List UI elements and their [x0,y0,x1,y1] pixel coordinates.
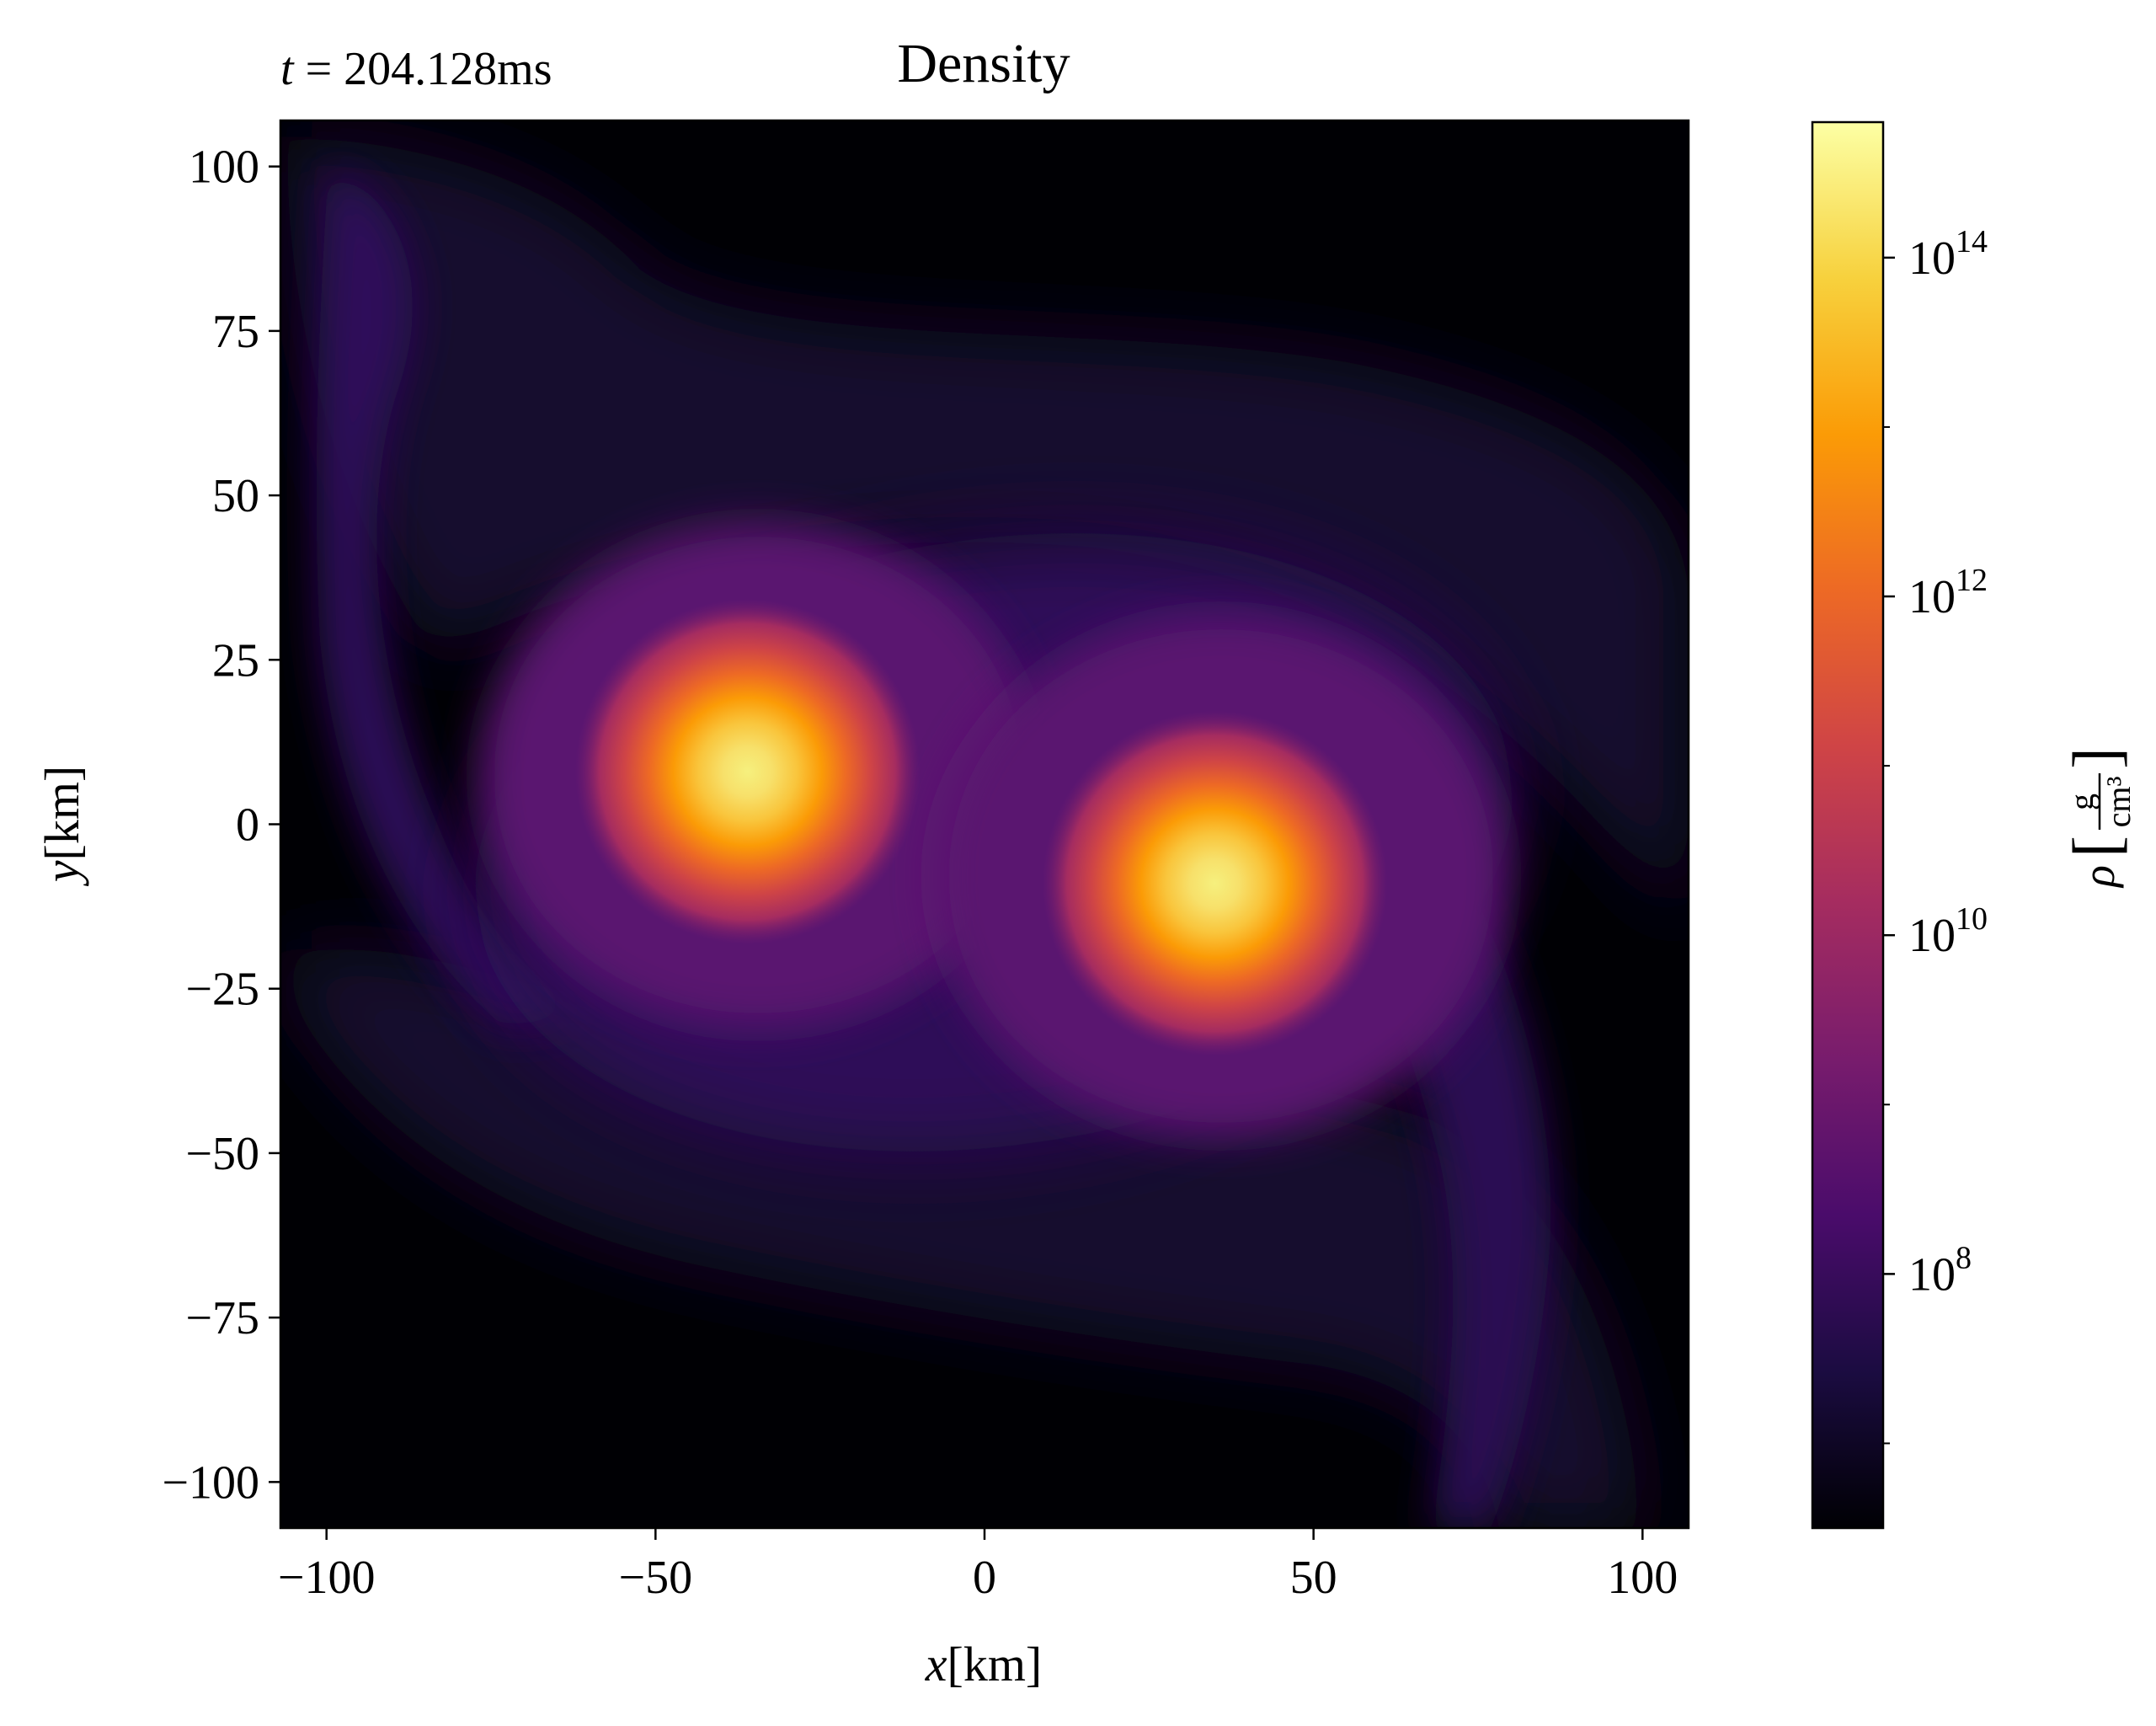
x-axis: −100 −50 0 50 100 [278,1528,1678,1604]
y-axis-variable: y [35,860,89,886]
x-tick-label: 50 [1290,1552,1337,1604]
colorbar-frame [1811,120,1885,1530]
y-tick-label: −50 [185,1128,259,1180]
colorbar-tick-exponent: 12 [1956,563,1988,598]
spiral-arm-left [316,168,590,1028]
heatmap-field [286,135,1689,1528]
y-tick-label: −75 [185,1292,259,1344]
x-tick-label: −100 [278,1552,376,1604]
colorbar-tick-label: 1010 [1908,901,1988,962]
colorbar-label-bracket-right: ] [2059,747,2132,769]
y-axis: 100 75 50 25 0 −25 −50 −75 −100 [162,142,280,1509]
time-annotation: t = 204.128ms [280,43,552,95]
colorbar-tick-label: 1014 [1908,224,1988,285]
y-tick-label: 75 [212,306,259,358]
colorbar-tick-base: 10 [1908,1248,1956,1301]
time-value: 204.128ms [344,43,552,95]
y-tick-label: 25 [212,634,259,687]
colorbar-tick-exponent: 10 [1956,901,1988,937]
colorbar-label: ρ [ g cm³ ] [2059,747,2137,889]
x-tick-label: −50 [619,1552,693,1604]
density-peak-left [574,599,921,945]
density-peak-right [1042,710,1388,1056]
y-axis-title: y[km] [35,766,89,887]
x-axis-variable: x [925,1637,947,1691]
y-axis-unit: [km] [35,766,89,861]
time-equals: = [294,43,344,95]
x-tick-label: 0 [973,1552,996,1604]
colorbar-tick-base: 10 [1908,571,1956,623]
y-tick-label: −25 [185,964,259,1016]
y-tick-label: 100 [189,142,259,194]
colorbar-label-bracket-left: [ [2059,836,2132,858]
colorbar-tick-base: 10 [1908,232,1956,285]
colorbar-tick-exponent: 14 [1956,224,1988,259]
x-tick-label: 100 [1607,1552,1678,1604]
colorbar-tick-label: 108 [1908,1240,1972,1301]
x-axis-unit: [km] [947,1637,1043,1691]
y-tick-label: −100 [162,1456,259,1509]
colorbar-tick-base: 10 [1908,910,1956,962]
outer-arm-upper [286,135,1689,927]
x-axis-title: x[km] [925,1637,1043,1691]
colorbar-label-variable: ρ [2073,865,2124,889]
time-variable: t [280,43,295,95]
colorbar-label-numerator: g [2063,794,2100,810]
colorbar-tick-label: 1012 [1908,563,1988,623]
colorbar-gradient [1812,122,1883,1528]
y-tick-label: 50 [212,470,259,522]
colorbar-label-denominator: cm³ [2100,777,2137,828]
heatmap-panel [279,119,1690,1530]
colorbar-tick-exponent: 8 [1956,1240,1972,1275]
y-tick-label: 0 [236,799,259,852]
chart-title: Density [897,33,1070,94]
